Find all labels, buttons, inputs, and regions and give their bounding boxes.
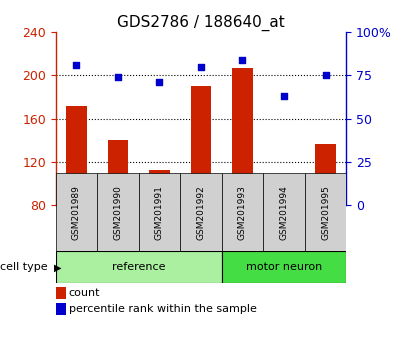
Bar — [66, 105, 87, 205]
Text: GSM201989: GSM201989 — [72, 185, 81, 240]
Bar — [149, 170, 170, 205]
Point — [281, 93, 287, 99]
Bar — [305, 173, 346, 251]
Point — [156, 79, 163, 85]
Point — [322, 73, 329, 78]
Bar — [222, 251, 346, 283]
Text: GSM201995: GSM201995 — [321, 185, 330, 240]
Bar — [56, 173, 97, 251]
Text: GSM201994: GSM201994 — [279, 185, 289, 240]
Bar — [232, 68, 253, 205]
Bar — [56, 251, 222, 283]
Bar — [222, 173, 263, 251]
Point — [198, 64, 204, 69]
Text: GSM201991: GSM201991 — [155, 185, 164, 240]
Bar — [273, 194, 295, 205]
Text: count: count — [69, 288, 100, 298]
Text: percentile rank within the sample: percentile rank within the sample — [69, 304, 257, 314]
Text: GSM201992: GSM201992 — [197, 185, 205, 240]
Bar — [107, 140, 128, 205]
Text: ▶: ▶ — [54, 262, 61, 272]
Text: motor neuron: motor neuron — [246, 262, 322, 272]
Text: GSM201993: GSM201993 — [238, 185, 247, 240]
Point — [73, 62, 80, 68]
Bar — [191, 86, 211, 205]
Point — [115, 74, 121, 80]
Bar — [180, 173, 222, 251]
Title: GDS2786 / 188640_at: GDS2786 / 188640_at — [117, 14, 285, 30]
Text: GSM201990: GSM201990 — [113, 185, 123, 240]
Bar — [97, 173, 139, 251]
Point — [239, 57, 246, 62]
Bar — [139, 173, 180, 251]
Bar — [315, 143, 336, 205]
Bar — [263, 173, 305, 251]
Text: reference: reference — [112, 262, 166, 272]
Text: cell type: cell type — [0, 262, 48, 272]
